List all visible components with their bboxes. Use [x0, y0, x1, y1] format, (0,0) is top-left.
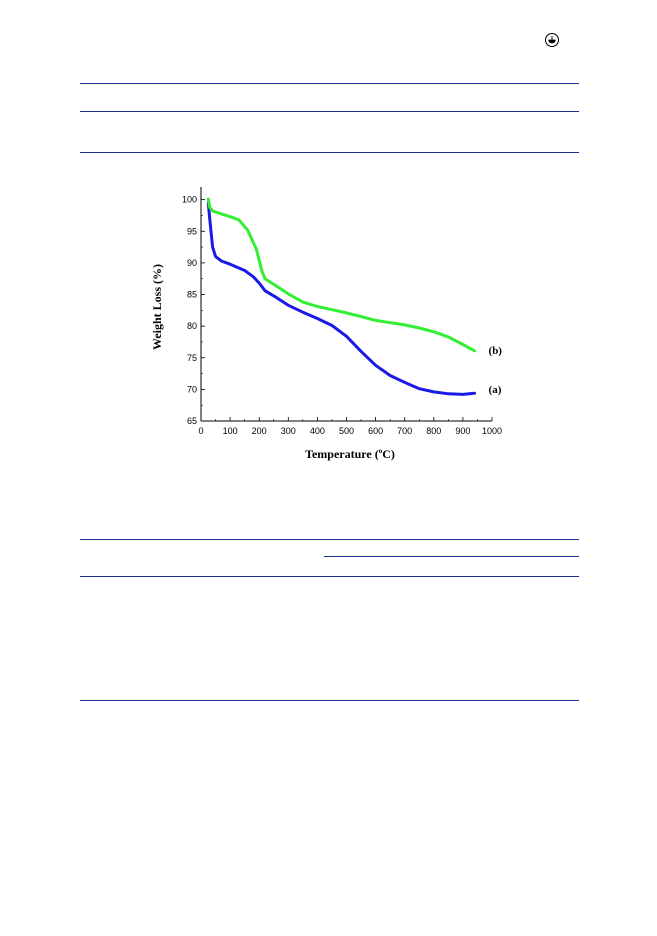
y-tick-label: 65	[187, 416, 197, 426]
x-tick-label: 700	[397, 426, 412, 436]
rule-mid-2	[80, 576, 579, 577]
x-tick-label: 600	[368, 426, 383, 436]
x-tick-label: 800	[426, 426, 441, 436]
x-axis-title: Temperature (oC)	[305, 447, 395, 461]
rule-mid-partial	[324, 556, 579, 557]
x-tick-label: 400	[310, 426, 325, 436]
y-axis-title: Weight Loss (%)	[150, 264, 164, 350]
y-tick-label: 90	[187, 258, 197, 268]
y-tick-label: 80	[187, 321, 197, 331]
series-label-a: (a)	[489, 384, 502, 396]
series-label-b: (b)	[489, 345, 503, 357]
rule-top-3	[80, 152, 579, 153]
rule-mid-1	[80, 539, 579, 540]
chart-ticks: 0 100 200 300 400 500 600 700 800 900 1000 65 70 75 80…	[182, 195, 502, 436]
x-tick-label: 1000	[482, 426, 502, 436]
x-tick-label: 200	[252, 426, 267, 436]
series-line-b	[206, 197, 476, 353]
x-tick-label: 900	[455, 426, 470, 436]
chart-series: (a) (b)	[206, 197, 503, 396]
y-tick-label: 100	[182, 195, 197, 205]
rule-top-1	[80, 83, 579, 84]
x-tick-label: 300	[281, 426, 296, 436]
rule-top-2	[80, 111, 579, 112]
circle-badge-icon	[545, 33, 559, 47]
y-tick-label: 70	[187, 384, 197, 394]
chart-axes	[200, 187, 492, 422]
x-tick-label: 0	[198, 426, 203, 436]
y-tick-label: 75	[187, 353, 197, 363]
series-line-a	[206, 201, 476, 396]
rule-bottom	[80, 700, 579, 701]
y-tick-label: 85	[187, 290, 197, 300]
x-tick-label: 500	[339, 426, 354, 436]
x-tick-label: 100	[223, 426, 238, 436]
y-tick-label: 95	[187, 226, 197, 236]
